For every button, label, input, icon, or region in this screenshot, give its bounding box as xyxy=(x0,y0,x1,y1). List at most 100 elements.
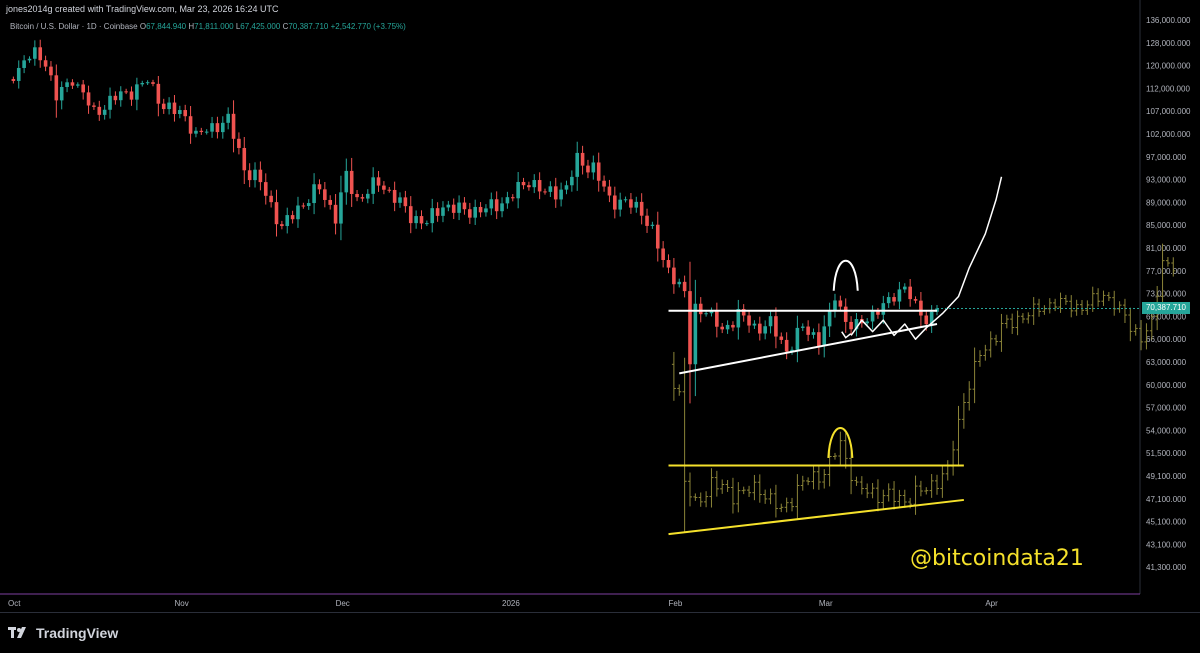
candle-body xyxy=(919,300,923,316)
candle-body xyxy=(677,281,682,285)
candle-body xyxy=(65,82,69,87)
price-chart[interactable]: 136,000.000 128,000.000 120,000.000 112,000… xyxy=(0,0,1200,612)
candle-body xyxy=(360,197,365,199)
candle-body xyxy=(645,215,649,226)
candle-body xyxy=(886,297,891,304)
candle-body xyxy=(446,204,451,208)
candle-body xyxy=(473,206,477,218)
candle-body xyxy=(54,75,59,101)
y-tick-label: 107,000.000 xyxy=(1146,107,1191,116)
candle-body xyxy=(865,321,869,324)
candle-body xyxy=(929,311,934,325)
symbol-name: Bitcoin / U.S. Dollar · 1D · Coinbase xyxy=(10,22,138,31)
candle-body xyxy=(774,316,778,337)
y-tick-label: 97,000.000 xyxy=(1146,153,1187,162)
candle-body xyxy=(221,122,225,133)
y-tick-label: 102,000.000 xyxy=(1146,130,1191,139)
candle-body xyxy=(414,216,418,224)
low-label: L xyxy=(235,22,241,31)
candle-body xyxy=(355,193,359,198)
candle-body xyxy=(349,170,354,194)
candle-body xyxy=(118,91,123,101)
candle-body xyxy=(81,84,85,93)
x-tick-label: Nov xyxy=(174,599,188,608)
candle-body xyxy=(194,130,198,134)
change-value: +2,542.770 (+3.75%) xyxy=(330,22,406,31)
candle-body xyxy=(833,300,837,311)
y-tick-label: 41,300.000 xyxy=(1146,563,1187,572)
candle-body xyxy=(602,180,606,187)
candle-body xyxy=(204,131,209,133)
candle-body xyxy=(698,303,703,315)
candle-body xyxy=(811,332,816,335)
y-tick-label: 66,000.000 xyxy=(1146,335,1187,344)
close-label: C xyxy=(282,22,289,31)
candle-body xyxy=(849,321,853,330)
y-tick-label: 93,000.000 xyxy=(1146,176,1187,185)
candle-body xyxy=(468,209,472,218)
y-tick-label: 51,500.000 xyxy=(1146,449,1187,458)
candle-body xyxy=(135,84,139,100)
candle-body xyxy=(902,286,907,290)
arch-annotation xyxy=(832,259,859,291)
x-tick-label: Feb xyxy=(669,599,683,608)
candle-body xyxy=(323,189,327,200)
candle-body xyxy=(27,58,32,61)
open-value: 67,844.940 xyxy=(146,22,187,31)
x-tick-label: Dec xyxy=(336,599,350,608)
candle-body xyxy=(231,113,236,139)
candle-body xyxy=(419,216,424,224)
x-tick-label: Oct xyxy=(8,599,21,608)
candle-body xyxy=(800,326,805,328)
candle-body xyxy=(285,215,290,227)
candle-body xyxy=(913,299,918,301)
candle-body xyxy=(280,224,284,227)
low-value: 67,425.000 xyxy=(240,22,281,31)
candle-body xyxy=(613,195,617,210)
symbol-legend: Bitcoin / U.S. Dollar · 1D · Coinbase O6… xyxy=(10,22,406,31)
candle-body xyxy=(741,308,746,316)
candle-body xyxy=(11,79,16,81)
candle-body xyxy=(838,300,843,307)
y-tick-label: 47,100.000 xyxy=(1146,495,1187,504)
candle-body xyxy=(145,82,150,84)
candle-body xyxy=(290,215,295,220)
candle-body xyxy=(870,311,875,322)
candle-body xyxy=(408,206,413,224)
tradingview-brand: TradingView xyxy=(36,625,119,641)
candle-body xyxy=(247,170,252,181)
candle-body xyxy=(215,123,220,133)
tradingview-logo-icon xyxy=(8,627,26,638)
last-price-tag: 70,387.710 xyxy=(1142,302,1190,315)
candle-body xyxy=(747,315,751,326)
candle-body xyxy=(70,82,75,86)
candle-body xyxy=(564,185,569,190)
candle-body xyxy=(478,206,483,213)
candle-body xyxy=(344,170,349,193)
candle-body xyxy=(161,103,166,110)
candle-body xyxy=(167,102,171,110)
candle-body xyxy=(516,181,520,199)
candle-body xyxy=(398,197,402,203)
candle-body xyxy=(210,123,214,132)
candle-body xyxy=(22,60,26,68)
candle-body xyxy=(559,189,563,200)
candle-body xyxy=(758,323,762,334)
y-tick-label: 63,000.000 xyxy=(1146,358,1187,367)
candle-body xyxy=(693,303,698,365)
tradingview-logo[interactable]: TradingView xyxy=(8,625,118,641)
candle-body xyxy=(575,152,580,177)
candle-body xyxy=(586,165,590,173)
footer-bar: TradingView xyxy=(0,612,1200,653)
candle-body xyxy=(156,83,161,104)
candle-body xyxy=(258,169,263,183)
candle-body xyxy=(301,205,306,207)
arrow-icon xyxy=(841,331,852,339)
candle-body xyxy=(672,267,676,285)
watermark-text: @bitcoindata21 xyxy=(910,546,1084,571)
candle-body xyxy=(151,82,155,84)
candle-body xyxy=(618,199,622,210)
candle-body xyxy=(365,193,370,199)
candle-body xyxy=(306,203,311,206)
candle-body xyxy=(779,336,784,340)
